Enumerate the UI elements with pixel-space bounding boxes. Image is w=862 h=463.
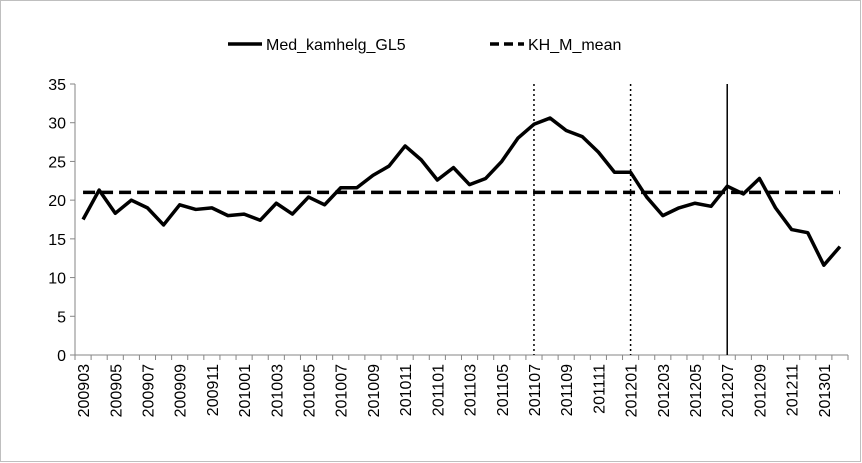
x-tick-label: 201201 xyxy=(624,364,641,417)
x-tick-label: 200905 xyxy=(108,364,125,417)
x-tick-label: 201109 xyxy=(559,364,576,416)
x-tick-label: 201107 xyxy=(527,364,544,416)
y-tick-label: 15 xyxy=(48,232,66,249)
x-tick-label: 200903 xyxy=(76,364,93,417)
y-tick-label: 20 xyxy=(48,193,66,210)
x-tick-label: 201211 xyxy=(785,364,802,416)
x-tick-label: 201009 xyxy=(366,364,383,417)
x-tick-label: 201103 xyxy=(463,364,480,416)
x-tick-label: 201301 xyxy=(817,364,834,417)
series-line xyxy=(81,116,842,267)
x-tick-label: 201005 xyxy=(302,364,319,417)
legend-label: KH_M_mean xyxy=(528,37,621,54)
x-tick-label: 200911 xyxy=(205,364,222,416)
x-tick-label: 201001 xyxy=(237,364,254,417)
x-tick-label: 201101 xyxy=(430,364,447,416)
y-tick-label: 5 xyxy=(57,309,66,326)
x-tick-label: 201007 xyxy=(334,364,351,417)
y-tick-label: 35 xyxy=(48,77,66,94)
y-tick-label: 0 xyxy=(57,348,66,365)
legend-label: Med_kamhelg_GL5 xyxy=(266,37,406,54)
x-tick-label: 201203 xyxy=(656,364,673,417)
x-tick-label: 200907 xyxy=(140,364,157,417)
x-tick-label: 200909 xyxy=(173,364,190,417)
x-tick-label: 201207 xyxy=(720,364,737,417)
y-tick-label: 10 xyxy=(48,271,66,288)
x-tick-label: 201205 xyxy=(688,364,705,417)
x-tick-label: 201003 xyxy=(269,364,286,417)
x-tick-label: 201011 xyxy=(398,364,415,416)
x-tick-label: 201111 xyxy=(591,364,608,414)
y-tick-label: 30 xyxy=(48,116,66,133)
x-tick-label: 201209 xyxy=(752,364,769,417)
y-tick-label: 25 xyxy=(48,154,66,171)
x-tick-label: 201105 xyxy=(495,364,512,416)
